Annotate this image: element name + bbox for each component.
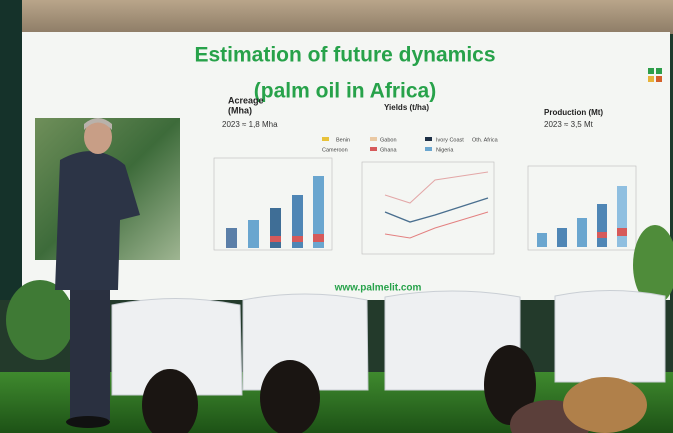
panel-note: 2023 ≈ 1,8 Mha bbox=[222, 120, 278, 129]
panel-unit: (Mha) bbox=[228, 105, 252, 115]
legend-label: Gabon bbox=[380, 137, 397, 143]
panel-title: Production (Mt) bbox=[544, 108, 603, 117]
scene: Estimation of future dynamics (palm oil … bbox=[0, 0, 673, 433]
panel-title: Acreage bbox=[228, 95, 264, 105]
plant bbox=[6, 280, 74, 360]
legend-label: Nigeria bbox=[436, 147, 454, 153]
slide-subtitle: (palm oil in Africa) bbox=[254, 80, 436, 103]
page: Estimation of future dynamics (palm oil … bbox=[0, 0, 673, 433]
legend-label: Benin bbox=[336, 137, 350, 143]
legend-label: Cameroon bbox=[322, 147, 348, 153]
slide-title: Estimation of future dynamics bbox=[194, 44, 495, 67]
slide-url: www.palmelit.com bbox=[334, 283, 422, 294]
legend-label: Ghana bbox=[380, 147, 397, 153]
panel-note: 2023 ≈ 3,5 Mt bbox=[544, 120, 594, 129]
curtain bbox=[20, 0, 673, 34]
chairs bbox=[112, 291, 665, 396]
legend-label: Oth. Africa bbox=[472, 137, 499, 143]
panel-title: Yields (t/ha) bbox=[384, 103, 429, 112]
legend-label: Ivory Coast bbox=[436, 137, 464, 143]
